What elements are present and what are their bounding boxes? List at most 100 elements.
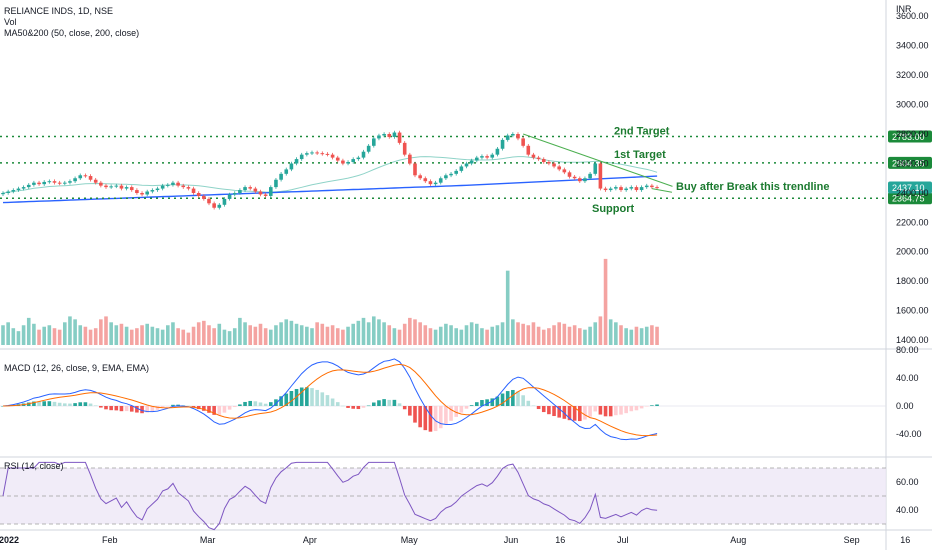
volume-bar [351,323,355,345]
last-price-badge [888,181,932,194]
volume-bar [171,322,175,345]
volume-bar [567,326,572,345]
volume-bar [511,319,515,345]
volume-bar [274,325,278,345]
level-badge-label: 2364.75 [892,194,925,204]
level-badge [888,130,932,143]
volume-bar [505,270,510,345]
candle-body [500,139,505,149]
volume-bar [500,322,505,345]
macd-histogram-bar [449,406,453,421]
price-axis: 2200.00 2400.00 2600.00 2800.00 3000.00 3200.… [896,11,929,515]
volume-bar [634,326,639,345]
volume-bar [26,317,31,345]
candle-body [593,163,598,174]
volume-bar [438,326,443,345]
volume-bar [459,329,464,345]
candle-body [402,142,407,155]
candle-body [284,169,289,174]
candle-body [42,181,46,185]
macd-histogram-bar [104,406,108,410]
candle-body [413,163,417,176]
volume-bar [6,322,10,345]
macd-histogram-bar [413,406,417,423]
annotation-arrow [651,188,673,193]
candle-body [258,191,263,195]
candle-body [562,169,567,173]
volume-tick-label: 2000.00 [896,247,929,257]
time-tick-label: Mar [200,535,216,545]
signal-line [2,363,658,437]
candle-body [588,173,592,179]
candle-body [32,182,36,185]
macd-histogram-bar [330,398,335,406]
macd-histogram-bar [634,406,639,411]
volume-tick-label: 1400.00 [896,335,929,345]
candle-body [464,163,469,167]
macd-histogram-bar [119,406,124,412]
macd-histogram-bar [284,393,289,406]
volume-bar [387,325,392,345]
macd-histogram-bar [382,399,386,406]
macd-histogram-bar [454,406,458,417]
candle-body [603,188,608,191]
time-tick-label: 2022 [0,535,19,545]
volume-bar [238,317,242,345]
macd-histogram-bar [68,403,72,406]
candle-body [578,178,582,182]
macd-histogram-bar [248,400,252,406]
last-price-label: 2437.10 [892,183,925,193]
candle-body [160,185,165,189]
macd-histogram-bar [650,405,654,406]
rsi-line [2,461,658,531]
candle-body [480,156,484,158]
volume-bar [578,328,582,345]
volume-bar [73,319,77,345]
volume-bar [454,328,458,345]
volume-tick-label: 1600.00 [896,306,929,316]
macd-histogram-bar [536,406,541,410]
rsi-pane [2,461,658,531]
price-tick-label: 3000.00 [896,100,929,110]
macd-line [2,358,658,441]
candle-body [57,182,62,184]
annotation-label: Support [592,203,634,215]
candle-body [222,198,227,205]
candle-body [438,178,443,183]
candle-body [6,191,10,193]
volume-bar [366,322,371,345]
volume-bar [588,326,592,345]
macd-histogram-bar [562,406,567,419]
volume-bar [160,329,165,345]
macd-histogram-bar [325,395,330,406]
candle-body [21,187,26,189]
volume-bar [572,325,577,345]
candle-body [88,176,93,180]
candle-body [361,151,366,158]
volume-bar [310,328,314,345]
volume-bar [93,328,98,345]
candle-body [263,194,268,196]
chart-legend: RELIANCE INDS, 1D, NSE Vol MA50&200 (50,… [4,6,139,39]
candle-body [78,175,83,179]
macd-histogram-bar [624,406,628,414]
candle-body [634,187,639,191]
volume-bar [402,323,407,345]
candle-body [176,182,180,186]
trendline [522,133,673,193]
macd-histogram-bar [93,405,98,406]
price-tick-label: 2600.00 [896,159,929,169]
macd-tick-label: 40.00 [896,373,919,383]
volume-bar [418,322,422,345]
volume-bar [78,325,83,345]
candle-body [330,154,335,158]
time-tick-label: Apr [303,535,317,545]
macd-histogram-bar [444,406,448,425]
candle-body [531,154,536,158]
volume-bar [88,329,93,345]
volume-bar [536,326,541,345]
candle-body [475,157,479,161]
volume-bar [191,326,196,345]
candle-body [253,188,258,192]
